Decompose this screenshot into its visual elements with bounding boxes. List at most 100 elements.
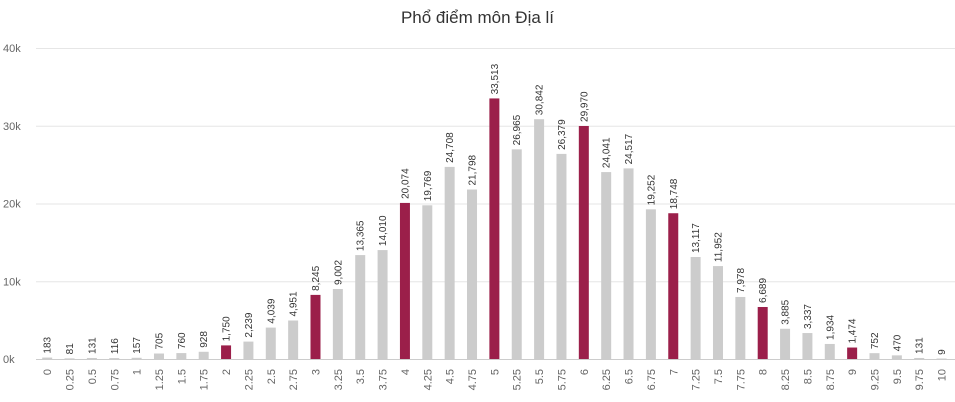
- bar[interactable]: [265, 327, 276, 359]
- data-label: 26,379: [557, 119, 568, 150]
- data-label: 6,689: [758, 278, 769, 303]
- data-label: 24,041: [602, 137, 613, 168]
- data-label: 4,951: [289, 291, 300, 316]
- x-tick-label: 4: [400, 369, 412, 375]
- bar[interactable]: [914, 357, 925, 359]
- bar[interactable]: [712, 266, 723, 359]
- bar[interactable]: [556, 153, 567, 359]
- bar[interactable]: [735, 296, 746, 359]
- data-label: 7,978: [736, 268, 747, 293]
- data-label: 131: [87, 337, 98, 354]
- bar[interactable]: [42, 357, 53, 359]
- bar[interactable]: [377, 250, 388, 359]
- bar[interactable]: [802, 333, 813, 359]
- bar[interactable]: [511, 149, 522, 359]
- bar[interactable]: [355, 255, 366, 359]
- bar[interactable]: [824, 343, 835, 359]
- data-label: 33,513: [490, 63, 501, 94]
- bar[interactable]: [869, 353, 880, 359]
- data-label: 183: [43, 336, 54, 353]
- data-label: 81: [65, 343, 76, 355]
- bar[interactable]: [645, 209, 656, 359]
- y-tick-label: 0k: [3, 354, 15, 366]
- bar[interactable]: [780, 328, 791, 359]
- bar[interactable]: [109, 358, 120, 359]
- bar[interactable]: [310, 294, 321, 359]
- bar[interactable]: [757, 306, 768, 359]
- x-tick-label: 6: [579, 369, 591, 375]
- x-tick-label: 9.75: [914, 369, 926, 390]
- data-label: 2,239: [244, 312, 255, 337]
- bar[interactable]: [86, 357, 97, 359]
- x-tick-label: 7.25: [691, 369, 703, 390]
- data-label: 157: [132, 337, 143, 354]
- x-tick-label: 0: [42, 369, 54, 375]
- bar[interactable]: [936, 358, 947, 360]
- x-tick-label: 7.75: [735, 369, 747, 390]
- x-tick-label: 3: [311, 369, 323, 375]
- data-label: 20,074: [400, 168, 411, 199]
- x-tick-label: 1.25: [154, 369, 166, 390]
- x-tick-label: 5.25: [512, 369, 524, 390]
- data-label: 24,517: [624, 133, 635, 164]
- bar[interactable]: [891, 355, 902, 359]
- data-label: 9: [937, 349, 948, 355]
- bar[interactable]: [176, 353, 187, 359]
- x-tick-label: 9.25: [870, 369, 882, 390]
- x-tick-label: 1.5: [176, 369, 188, 384]
- data-label: 1,750: [222, 316, 233, 341]
- x-tick-label: 3.25: [333, 369, 345, 390]
- bar[interactable]: [489, 98, 500, 359]
- bar[interactable]: [288, 320, 299, 359]
- bar[interactable]: [578, 125, 589, 360]
- bar[interactable]: [668, 213, 679, 359]
- x-tick-label: 6.5: [624, 369, 636, 384]
- data-label: 19,252: [646, 174, 657, 205]
- bar[interactable]: [534, 119, 545, 359]
- x-tick-label: 3.75: [378, 369, 390, 390]
- data-label: 9,002: [333, 260, 344, 285]
- x-tick-label: 6.75: [646, 369, 658, 390]
- bar[interactable]: [467, 189, 478, 359]
- chart-title: Phổ điểm môn Địa lí: [400, 8, 555, 27]
- x-tick-label: 5.75: [556, 369, 568, 390]
- y-tick-label: 30k: [3, 121, 21, 133]
- x-tick-label: 4.75: [467, 369, 479, 390]
- x-tick-label: 4.5: [445, 369, 457, 384]
- data-label: 760: [177, 332, 188, 349]
- bar[interactable]: [153, 353, 164, 359]
- x-tick-label: 8: [758, 369, 770, 375]
- data-label: 3,337: [803, 304, 814, 329]
- x-tick-label: 10: [937, 369, 949, 381]
- x-tick-label: 7.5: [713, 369, 725, 384]
- bar[interactable]: [131, 357, 142, 359]
- data-label: 30,842: [535, 84, 546, 115]
- data-label: 21,798: [468, 154, 479, 185]
- bar[interactable]: [221, 345, 232, 359]
- x-tick-label: 9.5: [892, 369, 904, 384]
- bar[interactable]: [601, 172, 612, 359]
- bar[interactable]: [198, 351, 209, 359]
- bar[interactable]: [690, 257, 701, 359]
- x-tick-label: 7: [668, 369, 680, 375]
- bar[interactable]: [64, 358, 75, 359]
- data-label: 14,010: [378, 215, 389, 246]
- bar[interactable]: [332, 289, 343, 359]
- data-label: 18,748: [669, 178, 680, 209]
- bar[interactable]: [399, 202, 410, 359]
- bar[interactable]: [623, 168, 634, 359]
- data-label: 131: [915, 337, 926, 354]
- data-label: 1,934: [825, 315, 836, 340]
- bar[interactable]: [847, 347, 858, 359]
- data-label: 13,117: [691, 223, 702, 253]
- x-tick-label: 2: [221, 369, 233, 375]
- data-label: 1,474: [848, 318, 859, 343]
- data-label: 8,245: [311, 265, 322, 290]
- x-tick-label: 8.75: [825, 369, 837, 390]
- bar[interactable]: [422, 205, 433, 359]
- x-tick-label: 6.25: [601, 369, 613, 390]
- bar[interactable]: [243, 341, 254, 359]
- data-label: 26,965: [512, 114, 523, 145]
- x-tick-label: 0.5: [87, 369, 99, 384]
- bar[interactable]: [444, 166, 455, 359]
